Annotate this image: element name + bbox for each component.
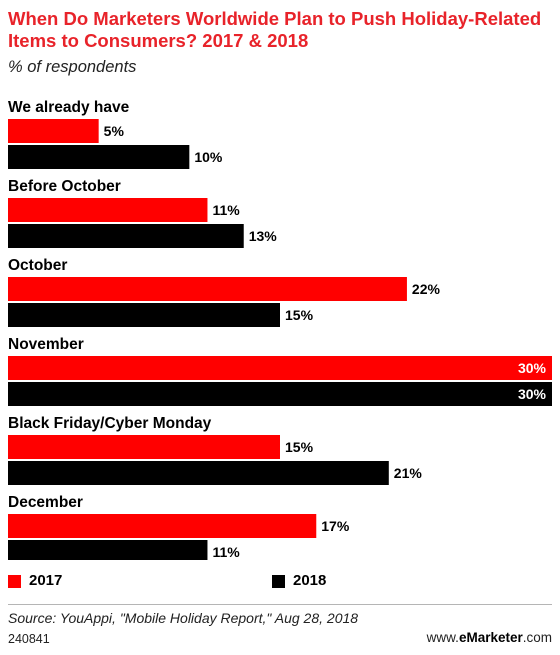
bar-december-2018 [8,540,208,560]
bar-black-friday-cyber-monday-2018 [8,461,389,485]
data-label-october-2017: 22% [412,281,441,297]
bar-before-october-2018 [8,224,244,248]
bar-black-friday-cyber-monday-2017 [8,435,280,459]
brand-name: eMarketer [458,630,523,645]
data-label-november-2018: 30% [518,386,547,402]
bar-we-already-have-2017 [8,119,99,143]
bar-chart: We already have 5% 10% Before October 11% 13%… [8,99,552,560]
data-label-before-october-2018: 13% [249,228,278,244]
bar-we-already-have-2018 [8,145,190,169]
footer-divider [8,604,552,605]
legend-label-2018: 2018 [293,572,327,589]
data-label-we-already-have-2017: 5% [104,123,125,139]
brand-logo[interactable]: www.eMarketer.com [427,630,552,646]
category-label-december: December [8,494,83,511]
data-label-december-2017: 17% [321,518,350,534]
brand-prefix: www. [426,630,459,645]
category-label-before-october: Before October [8,178,121,195]
legend-swatch-2017 [8,574,21,588]
data-label-black-friday-cyber-monday-2017: 15% [285,439,314,455]
data-label-october-2018: 15% [285,307,314,323]
bar-before-october-2017 [8,198,208,222]
bar-october-2018 [8,303,280,327]
category-label-november: November [8,336,84,353]
brand-suffix: .com [522,630,552,645]
bar-november-2018 [8,382,552,406]
data-label-before-october-2017: 11% [212,202,240,218]
bar-december-2017 [8,514,317,538]
category-label-black-friday-cyber-monday: Black Friday/Cyber Monday [8,415,212,432]
bar-october-2017 [8,277,407,301]
legend-item-2018: 2018 [272,572,326,590]
legend-swatch-2018 [272,574,285,588]
data-label-we-already-have-2018: 10% [194,149,223,165]
legend-label-2017: 2017 [29,572,63,589]
data-label-black-friday-cyber-monday-2018: 21% [394,465,423,481]
source-note: Source: YouAppi, "Mobile Holiday Report,… [8,610,359,626]
legend-item-2017: 2017 [8,572,62,590]
data-label-december-2018: 11% [212,544,240,560]
category-label-october: October [8,257,67,274]
chart-subtitle: % of respondents [8,58,137,76]
bar-november-2017 [8,356,552,380]
data-label-november-2017: 30% [518,360,547,376]
chart-title: When Do Marketers Worldwide Plan to Push… [8,8,542,51]
chart-id: 240841 [8,632,50,646]
category-label-we-already-have: We already have [8,99,130,116]
